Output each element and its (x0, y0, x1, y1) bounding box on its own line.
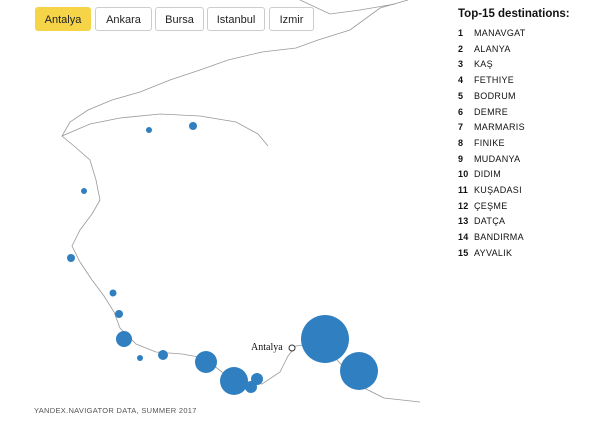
footer: YANDEX.NAVIGATOR DATA, SUMMER 2017 (34, 406, 197, 415)
list-item: 11 KUŞADASI (458, 185, 522, 195)
destination-name: ALANYA (474, 43, 511, 54)
bubble (115, 310, 123, 318)
destination-name: AYVALIK (474, 247, 513, 258)
tab[interactable]: Izmir (269, 7, 314, 31)
destination-name: FETHIYE (474, 75, 515, 86)
rank: 5 (458, 90, 464, 101)
rank: 3 (458, 59, 464, 70)
list-item: 10 DIDIM (458, 169, 501, 179)
destination-name: DATÇA (474, 216, 506, 227)
coastline (61, 0, 421, 403)
list-item: 13 DATÇA (458, 216, 505, 226)
list-item: 4 FETHIYE (458, 75, 514, 85)
bubble (146, 127, 152, 133)
bubble (301, 315, 349, 363)
list-item: 2 ALANYA (458, 44, 511, 54)
list-item: 1 MANAVGAT (458, 28, 526, 38)
bubble (81, 188, 87, 194)
bubble (340, 352, 378, 390)
city-marker (288, 344, 296, 352)
destination-name: DIDIM (474, 169, 501, 180)
bubble (109, 289, 117, 297)
tab[interactable]: Bursa (155, 7, 204, 31)
list-item: 5 BODRUM (458, 91, 516, 101)
destination-name: KUŞADASI (474, 185, 522, 195)
bubble (220, 367, 248, 395)
list-item: 14 BANDIRMA (458, 232, 524, 242)
bubble (245, 381, 257, 393)
destination-name: BODRUM (474, 90, 516, 101)
bubble (189, 122, 197, 130)
city-label: Antalya (251, 342, 283, 353)
destination-bubbles (67, 122, 378, 395)
rank: 4 (458, 75, 464, 86)
tab[interactable]: Istanbul (207, 7, 265, 31)
rank: 9 (458, 153, 464, 164)
bubble (158, 350, 168, 360)
rank: 15 (458, 247, 469, 258)
list-item: 12 ÇEŞME (458, 201, 508, 211)
rank: 2 (458, 43, 464, 54)
rank: 10 (458, 169, 469, 180)
list-title: Top-15 destinations: (458, 8, 570, 20)
rank: 1 (458, 28, 464, 38)
destination-name: FINIKE (474, 137, 505, 148)
list-item: 9 MUDANYA (458, 154, 520, 164)
rank: 13 (458, 216, 469, 227)
rank: 7 (458, 122, 464, 133)
rank: 11 (458, 185, 469, 195)
destination-name: DEMRE (474, 106, 509, 117)
bubble (67, 254, 75, 262)
bubble (195, 351, 217, 373)
tab[interactable]: Ankara (95, 7, 152, 31)
rank: 6 (458, 106, 464, 117)
list-item: 6 DEMRE (458, 107, 508, 117)
rank: 14 (458, 232, 469, 243)
list-item: 7 MARMARIS (458, 122, 525, 132)
rank: 8 (458, 137, 464, 148)
destination-name: BANDIRMA (474, 232, 524, 243)
tab[interactable]: Antalya (35, 7, 91, 31)
rank: 12 (458, 200, 469, 211)
destination-name: MARMARIS (474, 122, 525, 133)
bubble (116, 331, 132, 347)
destination-name: MANAVGAT (474, 28, 526, 38)
list-item: 15 AYVALIK (458, 248, 512, 258)
list-item: 8 FINIKE (458, 138, 505, 148)
destination-name: ÇEŞME (474, 200, 508, 211)
list-item: 3 KAŞ (458, 59, 493, 69)
bubble (137, 355, 143, 361)
destination-name: KAŞ (474, 59, 493, 70)
destination-name: MUDANYA (474, 153, 521, 164)
